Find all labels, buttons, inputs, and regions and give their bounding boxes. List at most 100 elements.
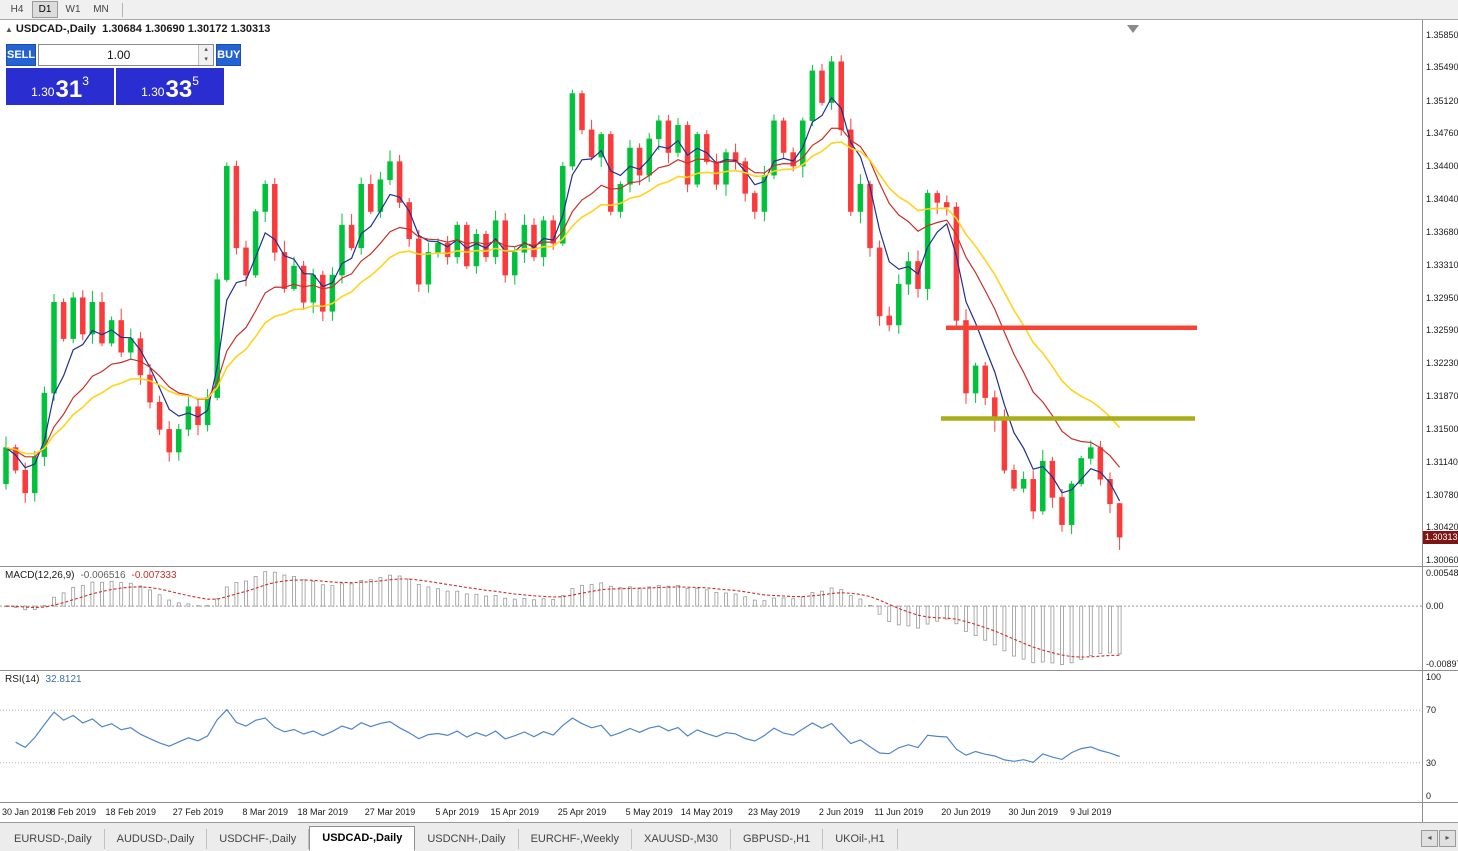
- price-scale-label: 1.30780: [1426, 489, 1458, 500]
- sell-price-big: 31: [55, 76, 83, 103]
- rsi-scale[interactable]: 100 70 30 0: [1422, 671, 1458, 802]
- sell-price-prefix: 1.30: [31, 85, 55, 99]
- date-label: 9 Jul 2019: [1070, 807, 1112, 817]
- date-label: 8 Mar 2019: [242, 807, 288, 817]
- rsi-line: [15, 708, 1120, 763]
- price-scale-label: 1.32230: [1426, 358, 1458, 369]
- timeframe-button-W1[interactable]: W1: [65, 4, 81, 15]
- date-label: 11 Jun 2019: [874, 807, 924, 817]
- macd-signal-value: -0.007333: [131, 570, 177, 581]
- chart-collapse-icon[interactable]: ▲: [5, 25, 13, 34]
- tab-scrollers: ◂ ▸: [1421, 830, 1456, 847]
- price-scale-label: 1.34400: [1426, 161, 1458, 172]
- macd-main-value: -0.006516: [80, 570, 126, 581]
- date-label: 27 Mar 2019: [364, 807, 416, 817]
- date-label: 23 May 2019: [747, 807, 801, 817]
- price-scale-label: 1.33680: [1426, 226, 1458, 237]
- chart-tab-USDCHF[interactable]: USDCHF-,Daily: [207, 829, 310, 849]
- main-chart-plot[interactable]: ▲ USDCAD-,Daily 1.30684 1.30690 1.30172 1…: [0, 20, 1422, 566]
- timeframe-button-H4[interactable]: H4: [10, 4, 24, 15]
- price-scale-label: 1.31140: [1426, 457, 1458, 468]
- chart-tabs: EURUSD-,Daily AUDUSD-,Daily USDCHF-,Daily U…: [2, 826, 898, 851]
- date-label: 15 Apr 2019: [490, 807, 540, 817]
- macd-histogram: [4, 571, 1122, 665]
- date-label: 2 Jun 2019: [818, 807, 864, 817]
- timeframe-buttons: H4 D1 W1 MN: [4, 1, 116, 18]
- sell-button[interactable]: SELL: [6, 44, 37, 66]
- price-scale-label: 1.34040: [1426, 193, 1458, 204]
- macd-signal-line: [5, 578, 1120, 658]
- volume-spinner: ▴ ▾: [198, 45, 214, 65]
- rsi-plot[interactable]: RSI(14) 32.8121: [0, 671, 1422, 802]
- price-scale-label: 1.30420: [1426, 522, 1458, 533]
- buy-price-tile[interactable]: 1.30 33 5: [116, 68, 224, 105]
- rsi-label: RSI(14) 32.8121: [5, 674, 82, 685]
- one-click-trading-panel: SELL ▴ ▾ BUY 1.30313: [6, 44, 242, 105]
- sell-price-sup: 3: [82, 74, 89, 88]
- macd-scale[interactable]: 0.005484 0.00 -0.008977: [1422, 567, 1458, 670]
- date-label: 30 Jun 2019: [1008, 807, 1058, 817]
- ma-line-21: [5, 141, 1121, 455]
- chart-tab-USDCNH[interactable]: USDCNH-,Daily: [415, 829, 519, 849]
- price-scale-label: 1.35850: [1426, 29, 1458, 40]
- main-chart-panel: ▲ USDCAD-,Daily 1.30684 1.30690 1.30172 1…: [0, 20, 1458, 566]
- date-label: 18 Mar 2019: [297, 807, 349, 817]
- rsi-panel: RSI(14) 32.8121 100 70 30 0: [0, 670, 1458, 802]
- price-scale-label: 1.30060: [1426, 555, 1458, 566]
- rsi-scale-label: 100: [1426, 672, 1442, 682]
- volume-field: ▴ ▾: [38, 44, 215, 66]
- date-label: 25 Apr 2019: [557, 807, 607, 817]
- chart-tab-XAUUSD[interactable]: XAUUSD-,M30: [632, 829, 731, 849]
- chart-tab-EURCHF[interactable]: EURCHF-,Weekly: [519, 829, 632, 849]
- volume-input[interactable]: [39, 45, 199, 65]
- tab-scroll-left-button[interactable]: ◂: [1421, 830, 1438, 847]
- chart-area: ▲ USDCAD-,Daily 1.30684 1.30690 1.30172 1…: [0, 20, 1458, 823]
- buy-price-big: 33: [165, 76, 193, 103]
- chart-title: ▲ USDCAD-,Daily 1.30684 1.30690 1.30172 1…: [5, 23, 270, 35]
- date-label: 14 May 2019: [680, 807, 733, 817]
- ma-line-5: [5, 96, 1121, 502]
- time-axis-labels: 30 Jan 2019 8 Feb 2019 18 Feb 2019 27 Feb 2…: [0, 803, 1422, 823]
- buy-price-sup: 5: [192, 74, 199, 88]
- chart-tab-bar: EURUSD-,Daily AUDUSD-,Daily USDCHF-,Daily U…: [0, 822, 1458, 851]
- price-scale-label: 1.34760: [1426, 128, 1458, 139]
- buy-button[interactable]: BUY: [216, 44, 242, 66]
- macd-scale-label: 0.00: [1426, 601, 1444, 612]
- chart-tab-USDCAD[interactable]: USDCAD-,Daily: [309, 826, 416, 851]
- macd-plot[interactable]: MACD(12,26,9) -0.006516 -0.007333: [0, 567, 1422, 670]
- toolbar-separator: [122, 2, 123, 17]
- date-label: 20 Jun 2019: [941, 807, 991, 817]
- rsi-scale-label: 30: [1426, 757, 1437, 768]
- date-label: 18 Feb 2019: [105, 807, 157, 817]
- price-scale-label: 1.35490: [1426, 62, 1458, 73]
- sell-price-tile[interactable]: 1.30 31 3: [6, 68, 114, 105]
- buy-price-prefix: 1.30: [141, 85, 165, 99]
- date-label: 27 Feb 2019: [172, 807, 224, 817]
- price-scale-label: 1.32590: [1426, 325, 1458, 336]
- time-axis[interactable]: 30 Jan 2019 8 Feb 2019 18 Feb 2019 27 Feb 2…: [0, 802, 1458, 823]
- timeframe-button-MN[interactable]: MN: [93, 4, 109, 15]
- price-scale[interactable]: 1.35850 1.35490 1.35120 1.34760 1.34400 1.340…: [1422, 20, 1458, 566]
- date-label: 30 Jan 2019: [2, 807, 52, 817]
- current-price-badge: 1.30313: [1423, 531, 1458, 545]
- chart-tab-AUDUSD[interactable]: AUDUSD-,Daily: [105, 829, 208, 849]
- chart-shift-marker-icon[interactable]: [1127, 25, 1139, 33]
- candles-group: [3, 55, 1123, 550]
- tab-scroll-right-button[interactable]: ▸: [1439, 830, 1456, 847]
- date-label: 5 May 2019: [625, 807, 673, 817]
- price-scale-label: 1.33310: [1426, 260, 1458, 271]
- chart-tab-UKOil[interactable]: UKOil-,H1: [823, 829, 898, 849]
- timeframe-button-D1[interactable]: D1: [32, 1, 58, 18]
- price-scale-label: 1.31870: [1426, 390, 1458, 401]
- volume-decrease-button[interactable]: ▾: [199, 55, 214, 65]
- price-scale-label: 1.31500: [1426, 424, 1458, 435]
- rsi-scale-label: 70: [1426, 705, 1437, 716]
- chart-tab-GBPUSD[interactable]: GBPUSD-,H1: [731, 829, 824, 849]
- price-scale-label: 1.32950: [1426, 292, 1458, 303]
- chart-tab-EURUSD[interactable]: EURUSD-,Daily: [2, 829, 105, 849]
- volume-increase-button[interactable]: ▴: [199, 45, 214, 55]
- date-label: 5 Apr 2019: [435, 807, 479, 817]
- timeframe-toolbar: H4 D1 W1 MN: [0, 0, 1458, 20]
- macd-label: MACD(12,26,9) -0.006516 -0.007333: [5, 570, 177, 581]
